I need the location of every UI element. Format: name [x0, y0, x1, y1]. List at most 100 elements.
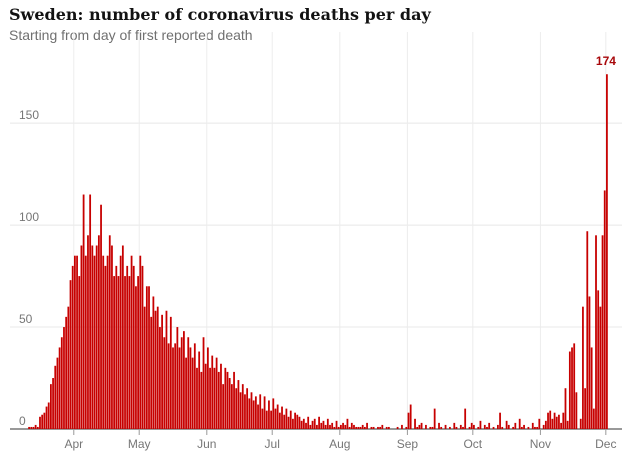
bar	[220, 363, 222, 429]
bar	[331, 422, 334, 429]
bar	[156, 306, 159, 429]
bar	[387, 426, 390, 429]
bar	[298, 416, 301, 429]
bar	[300, 420, 303, 429]
bar	[270, 410, 273, 429]
bar	[141, 265, 144, 429]
bar	[507, 424, 510, 429]
bar	[470, 422, 473, 429]
bar	[381, 424, 384, 429]
bar	[224, 367, 227, 429]
bar	[492, 426, 495, 429]
bar	[50, 384, 52, 429]
bar	[518, 418, 521, 429]
bar	[272, 398, 275, 429]
bar	[93, 255, 96, 429]
bar	[459, 424, 462, 429]
bar	[124, 276, 126, 429]
bar	[433, 408, 436, 429]
bar	[209, 367, 211, 429]
bar	[603, 190, 606, 429]
bar	[254, 396, 257, 429]
y-tick-label: 100	[19, 210, 39, 224]
bar	[135, 286, 137, 429]
bar	[505, 420, 508, 429]
bar	[185, 357, 187, 429]
bar	[119, 255, 122, 429]
bar	[187, 337, 190, 429]
bar	[592, 408, 595, 429]
bar	[41, 414, 44, 429]
bar	[102, 255, 105, 429]
bar	[233, 371, 235, 429]
bar	[416, 426, 419, 429]
bar	[65, 316, 68, 429]
bar	[455, 426, 458, 429]
bar	[551, 418, 554, 429]
bar	[111, 245, 113, 429]
bar	[36, 426, 39, 429]
bar	[353, 424, 355, 429]
bar	[115, 265, 118, 429]
bar	[464, 408, 467, 429]
bar	[523, 424, 525, 429]
bar	[311, 420, 314, 429]
bar	[289, 410, 292, 429]
bar	[414, 418, 416, 429]
bar	[117, 276, 120, 429]
bar	[274, 408, 277, 429]
bar	[84, 255, 87, 429]
bar	[73, 255, 76, 429]
bar	[473, 424, 475, 429]
bar	[154, 310, 157, 429]
bar	[357, 426, 360, 429]
bar	[350, 422, 353, 429]
bar	[588, 296, 591, 429]
bar	[582, 306, 584, 429]
bar	[573, 343, 576, 429]
bar	[555, 416, 558, 429]
bar	[468, 426, 471, 429]
bar	[324, 424, 327, 429]
bar	[571, 347, 573, 429]
bar	[250, 392, 253, 429]
bar	[342, 422, 344, 429]
y-axis-ticks: 0 50 100 150	[19, 108, 39, 428]
bar	[361, 424, 364, 429]
bar	[409, 404, 412, 429]
bar	[108, 235, 111, 429]
bar	[71, 265, 74, 429]
bar	[512, 426, 515, 429]
y-tick-label: 0	[19, 414, 26, 428]
bar	[82, 194, 85, 429]
bar	[137, 276, 140, 429]
bar	[200, 371, 203, 429]
bar	[320, 422, 323, 429]
bar	[198, 351, 201, 429]
x-tick-label: Jun	[197, 437, 216, 451]
bar	[30, 426, 33, 429]
bar	[575, 392, 578, 429]
bar	[183, 331, 185, 429]
bar	[95, 245, 98, 429]
bar	[261, 408, 264, 429]
bar	[276, 404, 279, 429]
bar	[139, 255, 142, 429]
x-tick-label: Sep	[397, 437, 419, 451]
bar	[531, 422, 534, 429]
bar	[514, 422, 517, 429]
bar	[67, 306, 70, 429]
bar	[379, 426, 382, 429]
bar	[453, 422, 456, 429]
bar	[97, 235, 100, 429]
bar	[265, 410, 268, 429]
bar	[128, 276, 131, 429]
bar	[429, 426, 432, 429]
bar	[344, 424, 347, 429]
bar	[606, 74, 608, 429]
bar	[174, 343, 177, 429]
bar	[106, 255, 109, 429]
bar	[45, 406, 48, 429]
x-tick-label: Apr	[64, 437, 83, 451]
bar	[217, 371, 220, 429]
